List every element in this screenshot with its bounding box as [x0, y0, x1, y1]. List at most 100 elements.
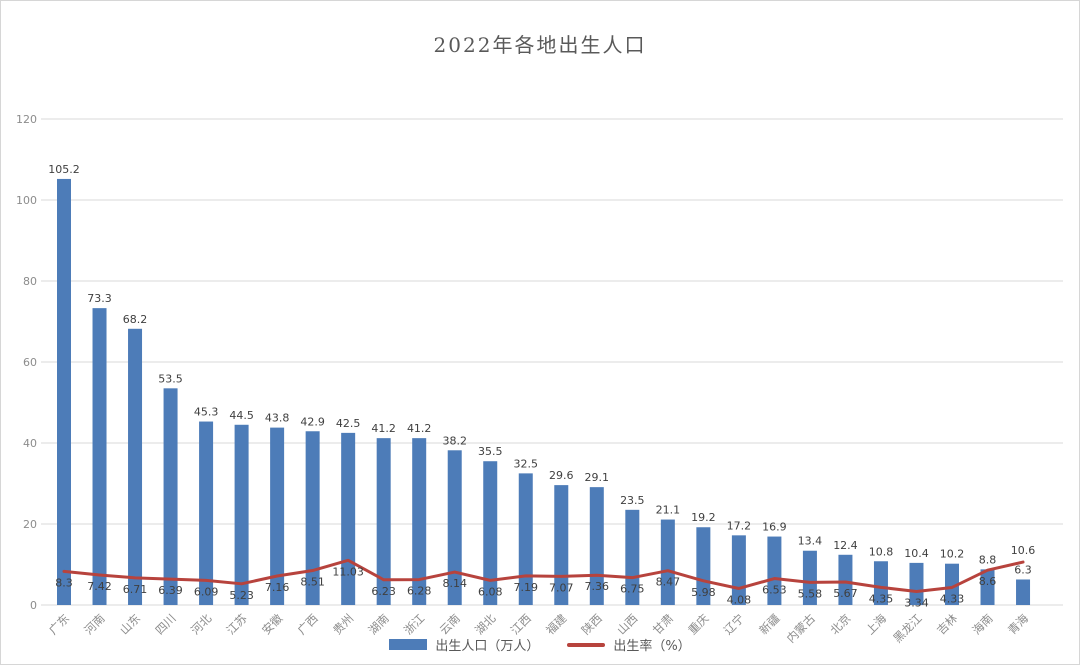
- bar: [873, 561, 888, 605]
- bar-value-label: 53.5: [158, 372, 183, 385]
- x-axis-label: 陕西: [579, 611, 605, 637]
- y-axis-label: 0: [30, 599, 37, 612]
- x-axis-label: 海南: [969, 611, 995, 637]
- bar: [305, 431, 320, 605]
- bar-value-label: 12.4: [833, 539, 858, 552]
- bar: [376, 438, 391, 605]
- bar: [92, 308, 107, 605]
- rate-value-label: 5.58: [798, 587, 823, 600]
- x-axis-label: 福建: [543, 611, 570, 638]
- bar-value-label: 42.9: [300, 415, 325, 428]
- x-axis-label: 安徽: [259, 611, 286, 638]
- x-axis-label: 甘肃: [650, 611, 676, 637]
- x-axis-label: 上海: [863, 611, 890, 638]
- rate-value-label: 4.33: [940, 592, 965, 605]
- bar: [57, 178, 71, 605]
- y-axis-label: 120: [16, 113, 37, 126]
- bar: [767, 536, 782, 605]
- bar-value-label: 10.2: [940, 548, 965, 561]
- rate-value-label: 6.08: [478, 585, 503, 598]
- y-axis-label: 100: [16, 194, 37, 207]
- rate-value-label: 5.98: [691, 586, 716, 599]
- bar-value-label: 44.5: [229, 409, 254, 422]
- rate-value-label: 5.67: [833, 587, 858, 600]
- rate-value-label: 7.19: [514, 581, 539, 594]
- bar-value-label: 41.2: [371, 422, 396, 435]
- legend-line-label: 出生率（%）: [613, 639, 691, 654]
- legend-line-swatch-icon: [567, 642, 606, 647]
- rate-value-label: 3.34: [904, 596, 929, 609]
- x-axis-label: 青海: [1005, 611, 1032, 638]
- bar-value-label: 23.5: [620, 494, 645, 507]
- x-axis-label: 四川: [153, 611, 179, 637]
- bar-value-label: 10.4: [904, 547, 929, 560]
- bar: [447, 450, 462, 605]
- rate-value-label: 6.75: [620, 583, 645, 596]
- rate-value-label: 7.07: [549, 581, 574, 594]
- rate-value-label: 6.71: [123, 583, 148, 596]
- bar-value-label: 45.3: [194, 406, 219, 419]
- bar-value-label: 17.2: [727, 519, 752, 532]
- rate-value-label: 5.23: [229, 589, 254, 602]
- bar: [980, 569, 995, 605]
- x-axis-label: 云南: [437, 611, 463, 637]
- bar: [518, 473, 533, 605]
- chart-title: 2022年各地出生人口: [433, 33, 647, 57]
- rate-value-label: 6.53: [762, 584, 787, 597]
- x-axis-label: 山东: [117, 611, 143, 637]
- rate-value-label: 7.16: [265, 581, 290, 594]
- x-axis-label: 江西: [508, 611, 534, 637]
- bar-value-label: 10.8: [869, 545, 894, 558]
- bar: [1016, 579, 1031, 605]
- rate-value-label: 11.03: [332, 565, 364, 578]
- bar-value-label: 6.3: [1014, 563, 1032, 576]
- y-axis-label: 40: [23, 437, 37, 450]
- bar-value-label: 42.5: [336, 417, 361, 430]
- bar: [341, 432, 356, 605]
- x-axis-label: 新疆: [756, 611, 783, 638]
- bar-value-label: 29.6: [549, 469, 574, 482]
- rate-value-label: 8.3: [55, 576, 73, 589]
- bar-value-label: 13.4: [798, 535, 823, 548]
- bar: [199, 421, 214, 605]
- x-axis-label: 辽宁: [721, 611, 747, 637]
- y-axis-label: 80: [23, 275, 37, 288]
- x-axis-label: 河北: [188, 611, 215, 638]
- bar: [128, 328, 143, 605]
- x-axis-label: 广西: [295, 611, 321, 637]
- rate-value-label: 6.23: [371, 585, 396, 598]
- bar-value-label: 73.3: [87, 292, 112, 305]
- x-axis-label: 吉林: [934, 611, 961, 638]
- x-axis-label: 贵州: [330, 611, 356, 637]
- rate-line: [62, 558, 1025, 593]
- x-axis-label: 浙江: [401, 611, 428, 638]
- rate-value-label: 8.47: [656, 576, 681, 589]
- bar: [696, 527, 711, 605]
- rate-value-label: 7.36: [585, 580, 610, 593]
- bar: [625, 509, 640, 605]
- rate-value-label: 8.51: [300, 576, 325, 589]
- rate-value-label: 7.42: [87, 580, 112, 593]
- bar: [163, 388, 178, 605]
- bar-value-label: 43.8: [265, 412, 290, 425]
- rate-value-label: 4.08: [727, 593, 752, 606]
- x-axis-label: 江苏: [224, 611, 250, 637]
- bar: [909, 562, 924, 605]
- bar-value-label: 105.2: [48, 163, 80, 176]
- x-axis-label: 广东: [46, 611, 72, 637]
- bar: [234, 424, 249, 605]
- rate-value-label: 8.6: [979, 575, 997, 588]
- rate-value-label: 6.28: [407, 585, 432, 598]
- rate-value-label: 4.35: [869, 592, 894, 605]
- x-axis-label: 湖南: [366, 611, 392, 637]
- bar: [660, 519, 675, 605]
- y-axis-label: 60: [23, 356, 37, 369]
- x-axis-label: 北京: [827, 611, 853, 637]
- rate-value-label: 6.09: [194, 585, 219, 598]
- bar-value-label: 68.2: [123, 313, 148, 326]
- legend-bar-swatch-icon: [389, 639, 428, 650]
- bar-value-label: 35.5: [478, 445, 503, 458]
- legend-bar-label: 出生人口（万人）: [435, 639, 540, 654]
- bar: [412, 438, 427, 605]
